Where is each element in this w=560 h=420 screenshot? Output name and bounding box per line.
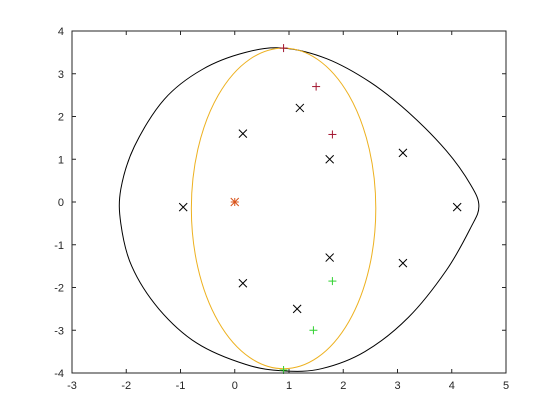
outer-boundary-curve: [118, 47, 480, 372]
data-point: [312, 82, 321, 91]
data-point: [292, 304, 302, 314]
x-axis-ticks: -3 -2 -1 0 1 2 3 4 5: [67, 31, 509, 392]
plot-background: [72, 31, 506, 373]
data-point: [398, 258, 408, 268]
x-tick-label: 4: [449, 380, 455, 392]
data-point: [325, 154, 335, 164]
data-point: [325, 253, 335, 262]
y-tick-label: 2: [58, 112, 64, 124]
x-tick-label: -2: [121, 380, 131, 392]
x-tick-label: 0: [232, 380, 238, 392]
data-point: [230, 197, 240, 207]
y-tick-label: 0: [58, 197, 64, 209]
data-point: [398, 148, 408, 158]
y-tick-label: -3: [54, 325, 64, 337]
y-tick-label: 4: [58, 26, 64, 38]
data-point: [328, 130, 337, 139]
x-tick-label: 3: [394, 380, 400, 392]
x-tick-label: -1: [176, 380, 186, 392]
data-point: [178, 202, 188, 212]
y-tick-label: -2: [54, 283, 64, 295]
x-tick-label: 2: [340, 380, 346, 392]
data-point: [309, 326, 318, 335]
x-tick-label: 1: [286, 380, 292, 392]
data-point: [452, 202, 462, 212]
data-point: [238, 278, 248, 288]
y-tick-label: 1: [58, 154, 64, 166]
data-point: [279, 44, 288, 53]
x-tick-label: 5: [503, 380, 509, 392]
x-tick-label: -3: [67, 380, 77, 392]
y-tick-label: -4: [54, 368, 64, 380]
data-markers: [178, 44, 462, 375]
data-point: [328, 277, 337, 286]
data-point: [238, 129, 248, 138]
data-point: [295, 103, 305, 113]
y-axis-ticks: -4 -3 -2 -1 0 1 2 3 4: [54, 26, 506, 380]
y-tick-label: -1: [54, 240, 64, 252]
y-tick-label: 3: [58, 69, 64, 81]
